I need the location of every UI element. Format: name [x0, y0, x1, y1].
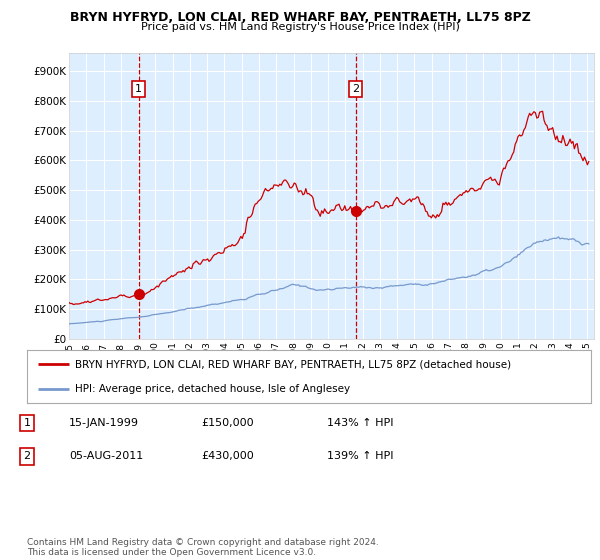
- Text: 139% ↑ HPI: 139% ↑ HPI: [327, 451, 394, 461]
- Text: 05-AUG-2011: 05-AUG-2011: [69, 451, 143, 461]
- Text: BRYN HYFRYD, LON CLAI, RED WHARF BAY, PENTRAETH, LL75 8PZ: BRYN HYFRYD, LON CLAI, RED WHARF BAY, PE…: [70, 11, 530, 24]
- Text: £150,000: £150,000: [201, 418, 254, 428]
- Text: Contains HM Land Registry data © Crown copyright and database right 2024.
This d: Contains HM Land Registry data © Crown c…: [27, 538, 379, 557]
- Text: 2: 2: [23, 451, 31, 461]
- Text: 1: 1: [23, 418, 31, 428]
- Text: HPI: Average price, detached house, Isle of Anglesey: HPI: Average price, detached house, Isle…: [75, 384, 350, 394]
- Text: 143% ↑ HPI: 143% ↑ HPI: [327, 418, 394, 428]
- Text: 1: 1: [135, 84, 142, 94]
- Text: 2: 2: [352, 84, 359, 94]
- Text: £430,000: £430,000: [201, 451, 254, 461]
- Text: 15-JAN-1999: 15-JAN-1999: [69, 418, 139, 428]
- Text: Price paid vs. HM Land Registry's House Price Index (HPI): Price paid vs. HM Land Registry's House …: [140, 22, 460, 32]
- Text: BRYN HYFRYD, LON CLAI, RED WHARF BAY, PENTRAETH, LL75 8PZ (detached house): BRYN HYFRYD, LON CLAI, RED WHARF BAY, PE…: [75, 360, 511, 370]
